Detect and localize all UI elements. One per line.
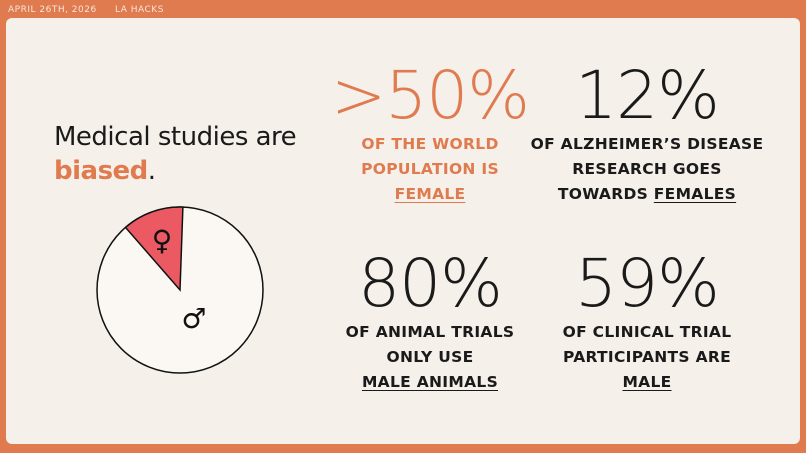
title-line: Medical studies are: [54, 122, 297, 152]
date: APRIL 26TH, 2026: [8, 5, 97, 15]
stat-underlined: MALE: [622, 373, 672, 391]
stat-line: FEMALE: [310, 182, 550, 207]
stat-line: ONLY USE: [310, 345, 550, 370]
title-end: .: [147, 156, 156, 186]
stat-text: PARTICIPANTS ARE: [562, 348, 731, 366]
stat-line: MALE: [527, 370, 767, 395]
stat-figure: >50%: [331, 57, 530, 134]
stat-figure: 59%: [575, 245, 720, 322]
stat-text: ONLY USE: [386, 348, 474, 366]
stat-line: OF CLINICAL TRIAL: [527, 320, 767, 345]
stat-text: POPULATION IS: [361, 160, 499, 178]
stat-text: OF ALZHEIMER’S DISEASE: [530, 135, 764, 153]
pie-wedge: [124, 206, 184, 292]
stat-line: TOWARDS FEMALES: [527, 182, 767, 207]
stat-line: OF ALZHEIMER’S DISEASE: [527, 132, 767, 157]
male-symbol: ♂: [181, 302, 206, 335]
stat: 80% OF ANIMAL TRIALS ONLY USE MALE ANIMALS: [310, 248, 550, 395]
event: LA HACKS: [115, 5, 164, 15]
stat: 59% OF CLINICAL TRIAL PARTICIPANTS ARE MALE: [527, 248, 767, 395]
stat-figure: 12%: [575, 57, 720, 134]
stat-text: TOWARDS: [557, 185, 649, 203]
stat-underlined: FEMALE: [394, 185, 466, 203]
stat: >50% OF THE WORLD POPULATION IS FEMALE: [310, 60, 550, 207]
title-line: biased.: [54, 154, 296, 188]
stat-text: OF THE WORLD: [361, 135, 499, 153]
stat-text: RESEARCH GOES: [572, 160, 722, 178]
stat-line: POPULATION IS: [310, 157, 550, 182]
stat-line: PARTICIPANTS ARE: [527, 345, 767, 370]
stat-underlined: MALE ANIMALS: [361, 373, 499, 391]
stat-line: OF ANIMAL TRIALS: [310, 320, 550, 345]
stat-underlined: FEMALES: [653, 185, 737, 203]
stat-line: OF THE WORLD: [310, 132, 550, 157]
stat: 12% OF ALZHEIMER’S DISEASE RESEARCH GOES TO…: [527, 60, 767, 207]
stat-line: RESEARCH GOES: [527, 157, 767, 182]
stat-figure: 80%: [358, 245, 503, 322]
stat-line: MALE ANIMALS: [310, 370, 550, 395]
female-symbol: ♀: [152, 224, 173, 257]
title: Medical studies are biased.: [54, 120, 297, 188]
stat-text: OF CLINICAL TRIAL: [562, 323, 732, 341]
title-emphasis: biased: [54, 156, 148, 186]
stat-text: OF ANIMAL TRIALS: [345, 323, 515, 341]
